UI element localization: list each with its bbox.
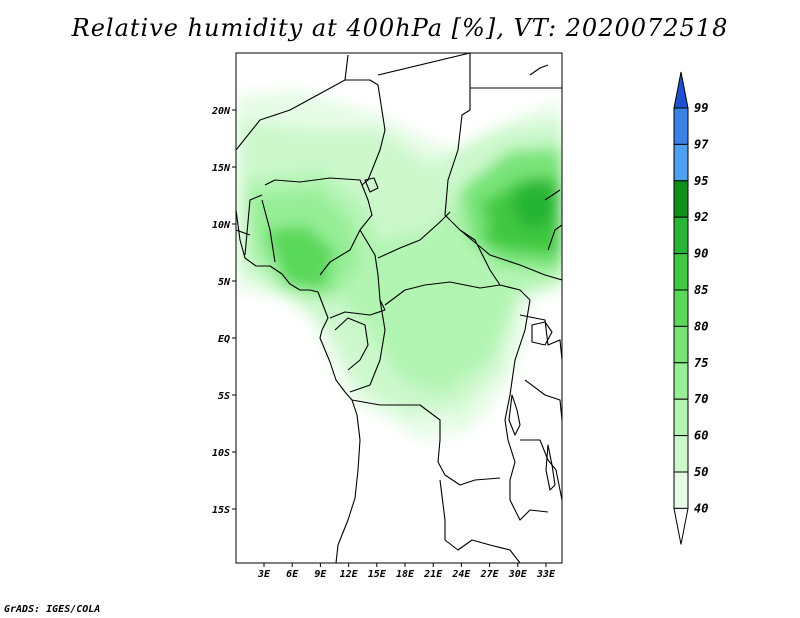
colorbar-label: 92 [694, 210, 708, 224]
border-sudan-west [444, 53, 501, 286]
colorbar-label: 60 [694, 429, 708, 443]
humidity-field [236, 90, 562, 440]
border-nigeria [264, 177, 373, 276]
border-west-states [236, 194, 276, 263]
lat-label: 15N [212, 163, 231, 174]
grads-credit: GrADS: IGES/COLA [4, 604, 101, 615]
chart-title: Relative humidity at 400hPa [%], VT: 202… [71, 14, 729, 42]
lake-tanganyika [508, 394, 521, 436]
colorbar-label: 70 [694, 392, 708, 406]
colorbar-segment [673, 143, 689, 182]
border-libya-chad [377, 53, 471, 76]
colorbar-label: 95 [694, 174, 708, 188]
borders [236, 53, 562, 563]
border-tanzania [524, 379, 562, 421]
border-zambia-malawi [520, 439, 562, 501]
longitude-axis: 3E 6E 9E 12E 15E 18E 21E 24E 27E 30E 33E [257, 563, 556, 580]
colorbar-top-triangle [673, 71, 689, 109]
lon-label: 9E [314, 569, 327, 580]
colorbar-label: 97 [694, 137, 709, 151]
humidity-band-90-b [484, 223, 516, 247]
lat-label: 5N [218, 277, 231, 288]
lat-label: EQ [218, 334, 230, 345]
border-uganda-kenya [519, 314, 562, 361]
colorbar-label: 85 [694, 283, 708, 297]
lon-label: 18E [396, 569, 415, 580]
border-drc-east [504, 299, 549, 521]
border-car-north [377, 211, 451, 259]
colorbar-segment [673, 435, 689, 473]
border-congo-drc [349, 299, 386, 393]
lon-label: 33E [536, 569, 556, 580]
border-angola-zambia [439, 479, 521, 563]
colorbar-segment [673, 325, 689, 364]
border-angola-drc [351, 399, 501, 486]
colorbar-label: 50 [694, 465, 708, 479]
lon-label: 30E [508, 569, 528, 580]
lon-label: 3E [257, 569, 271, 580]
lat-label: 10N [212, 220, 231, 231]
colorbar-segment [673, 471, 689, 509]
map-frame [235, 52, 563, 564]
colorbar-label: 90 [694, 247, 708, 261]
colorbar-label: 80 [694, 319, 708, 333]
lon-label: 12E [340, 569, 359, 580]
border-gabon [334, 317, 369, 371]
border-niger-chad [345, 79, 386, 186]
colorbar: 99 97 95 92 90 85 80 75 70 60 50 40 [673, 71, 709, 545]
border-ethiopia [544, 189, 562, 251]
lon-label: 27E [480, 569, 500, 580]
red-sea-coast [529, 64, 549, 76]
colorbar-bottom-triangle [673, 507, 689, 545]
lake-chad [364, 177, 379, 193]
lake-victoria [531, 321, 553, 346]
lon-label: 15E [368, 569, 387, 580]
colorbar-label: 40 [694, 501, 708, 515]
colorbar-segment [673, 107, 689, 145]
colorbar-segment [673, 180, 689, 218]
border-mali-niger [236, 54, 349, 151]
humidity-band-90 [513, 181, 557, 229]
latitude-axis: 20N 15N 10N 5N EQ 5S 10S 15S [211, 106, 236, 516]
lon-label: 6E [286, 569, 299, 580]
lon-label: 21E [423, 569, 443, 580]
lat-label: 20N [211, 106, 231, 117]
colorbar-segment [673, 253, 689, 291]
border-car-south [384, 281, 531, 306]
colorbar-segment [673, 362, 689, 400]
lat-label: 15S [212, 505, 230, 516]
lat-label: 5S [218, 391, 230, 402]
lat-label: 10S [212, 448, 230, 459]
coastline-west-africa [236, 209, 361, 563]
colorbar-segment [673, 289, 689, 327]
colorbar-label: 75 [694, 356, 708, 370]
colorbar-segment [673, 398, 689, 437]
border-cameroon [329, 229, 386, 319]
border-sudan-south [459, 229, 562, 281]
lake-malawi [545, 444, 556, 491]
lon-label: 24E [451, 569, 471, 580]
colorbar-label: 99 [694, 101, 708, 115]
colorbar-segment [673, 216, 689, 255]
